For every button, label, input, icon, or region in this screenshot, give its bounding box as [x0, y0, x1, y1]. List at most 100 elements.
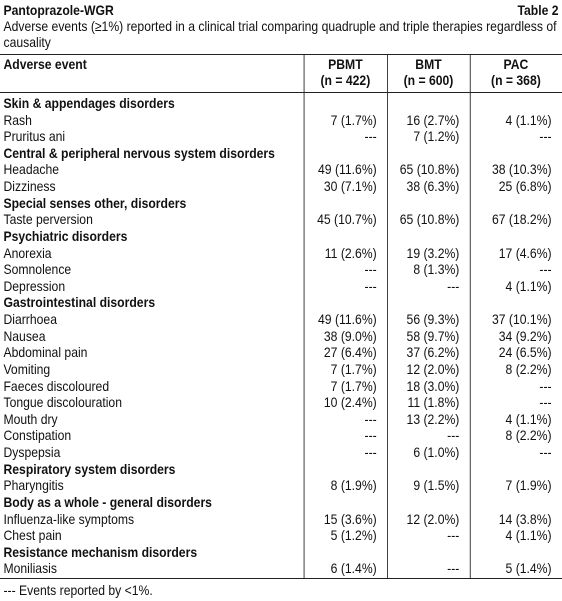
cell: --- — [364, 427, 377, 444]
row-label: Dyspepsia — [3, 444, 61, 461]
cell: 17 (4.6%) — [498, 244, 552, 261]
cell: 19 (3.2%) — [406, 244, 460, 261]
cell: 25 (6.8%) — [498, 178, 552, 195]
cell: --- — [539, 394, 552, 411]
cell: 4 (1.1%) — [505, 410, 552, 427]
row-label: Constipation — [3, 427, 72, 444]
column-header: Adverse event — [3, 56, 87, 72]
cell: 6 (1.4%) — [330, 560, 377, 577]
column-n: (n = 368) — [491, 72, 541, 88]
cell: 38 (9.0%) — [323, 327, 377, 344]
cell: 11 (1.8%) — [407, 394, 460, 411]
cell: 7 (1.9%) — [505, 477, 552, 494]
cell: 49 (11.6%) — [318, 311, 377, 328]
rule — [0, 54, 562, 55]
section-label: Special senses other, disorders — [3, 194, 187, 211]
cell: 7 (1.7%) — [330, 360, 377, 377]
section-label: Body as a whole - general disorders — [3, 493, 212, 510]
cell: 11 (2.6%) — [324, 244, 377, 261]
cell: 30 (7.1%) — [323, 178, 377, 195]
subtitle: Adverse events (≥1%) reported in a clini… — [3, 18, 557, 50]
cell: --- — [364, 410, 377, 427]
row-label: Mouth dry — [3, 410, 58, 427]
column-rule — [469, 54, 471, 578]
cell: 34 (9.2%) — [498, 327, 552, 344]
cell: 8 (1.3%) — [413, 261, 460, 278]
cell: 9 (1.5%) — [413, 477, 460, 494]
cell: 7 (1.7%) — [330, 377, 377, 394]
cell: --- — [539, 261, 552, 278]
section-label: Psychiatric disorders — [3, 227, 128, 244]
row-label: Dizziness — [3, 178, 56, 195]
cell: 4 (1.1%) — [505, 111, 552, 128]
rule — [0, 578, 562, 579]
cell: 16 (2.7%) — [406, 111, 460, 128]
title: Pantoprazole-WGR — [3, 2, 114, 18]
cell: --- — [447, 427, 460, 444]
section-label: Respiratory system disorders — [3, 460, 176, 477]
cell: 18 (3.0%) — [406, 377, 460, 394]
cell: 65 (10.8%) — [399, 161, 460, 178]
section-label: Central & peripheral nervous system diso… — [3, 144, 275, 161]
column-n: (n = 600) — [403, 72, 454, 88]
cell: 58 (9.7%) — [406, 327, 460, 344]
cell: 67 (18.2%) — [491, 211, 552, 228]
cell: 15 (3.6%) — [323, 510, 377, 527]
row-label: Moniliasis — [3, 560, 57, 577]
cell: 45 (10.7%) — [317, 211, 377, 228]
row-label: Vomiting — [3, 360, 51, 377]
column-rule — [387, 54, 389, 578]
row-label: Pharyngitis — [3, 477, 64, 494]
cell: 27 (6.4%) — [323, 344, 377, 361]
cell: 7 (1.2%) — [413, 128, 460, 145]
cell: 8 (2.2%) — [505, 427, 552, 444]
column-header: PAC — [503, 56, 529, 72]
row-label: Taste perversion — [3, 211, 93, 228]
cell: 12 (2.0%) — [406, 510, 460, 527]
cell: 5 (1.2%) — [330, 527, 377, 544]
cell: 10 (2.4%) — [323, 394, 377, 411]
cell: --- — [447, 527, 460, 544]
section-label: Resistance mechanism disorders — [3, 543, 198, 560]
row-label: Tongue discolouration — [3, 394, 122, 411]
cell: --- — [364, 261, 377, 278]
cell: 8 (2.2%) — [505, 360, 552, 377]
footnote: --- Events reported by <1%. — [3, 582, 153, 598]
column-rule — [303, 54, 305, 578]
cell: 4 (1.1%) — [505, 527, 552, 544]
cell: 56 (9.3%) — [406, 311, 460, 328]
row-label: Faeces discoloured — [3, 377, 110, 394]
cell: --- — [447, 277, 460, 294]
cell: --- — [539, 128, 552, 145]
section-label: Gastrointestinal disorders — [3, 294, 156, 311]
section-label: Skin & appendages disorders — [3, 95, 175, 111]
table-label: Table 2 — [517, 2, 559, 18]
row-label: Chest pain — [3, 527, 62, 544]
row-label: Abdominal pain — [3, 344, 88, 361]
cell: --- — [539, 444, 552, 461]
cell: 38 (10.3%) — [491, 161, 552, 178]
column-n: (n = 422) — [320, 72, 371, 88]
cell: 7 (1.7%) — [330, 111, 377, 128]
row-label: Anorexia — [3, 244, 52, 261]
cell: --- — [364, 444, 377, 461]
row-label: Somnolence — [3, 261, 72, 278]
cell: --- — [364, 128, 377, 145]
cell: 37 (10.1%) — [491, 311, 552, 328]
cell: 5 (1.4%) — [505, 560, 552, 577]
cell: --- — [539, 377, 552, 394]
cell: 6 (1.0%) — [413, 444, 460, 461]
row-label: Depression — [3, 277, 66, 294]
cell: 12 (2.0%) — [406, 360, 460, 377]
row-label: Pruritus ani — [3, 128, 66, 145]
row-label: Nausea — [3, 327, 46, 344]
cell: 49 (11.6%) — [318, 161, 377, 178]
column-header: BMT — [415, 56, 442, 72]
row-label: Rash — [3, 111, 32, 128]
cell: 8 (1.9%) — [330, 477, 377, 494]
column-header: PBMT — [328, 56, 363, 72]
row-label: Headache — [3, 161, 60, 178]
rule — [0, 92, 562, 93]
